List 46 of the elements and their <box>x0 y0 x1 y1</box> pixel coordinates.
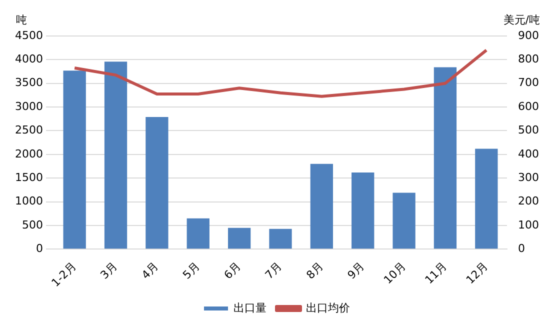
y-tick-label: 500 <box>22 218 43 232</box>
x-tick-label: 8月 <box>304 260 326 282</box>
x-tick-label: 6月 <box>222 260 244 282</box>
legend-label: 出口量 <box>234 301 266 314</box>
x-tick-label: 1-2月 <box>49 260 79 290</box>
bar <box>434 67 457 249</box>
x-tick-label: 3月 <box>98 260 120 282</box>
x-tick-label: 7月 <box>262 260 285 282</box>
y2-tick-label: 600 <box>518 100 540 113</box>
y-axis-title: 吨 <box>16 13 27 26</box>
bar <box>352 172 374 249</box>
bar <box>228 228 251 249</box>
bar <box>310 164 334 249</box>
y2-tick-label: 100 <box>518 218 540 232</box>
x-tick-label: 9月 <box>345 260 368 282</box>
y2-tick-label: 900 <box>518 28 540 42</box>
y-tick-label: 3000 <box>14 100 43 113</box>
y2-tick-label: 200 <box>518 194 540 208</box>
y2-tick-label: 700 <box>518 76 540 90</box>
bar <box>269 228 292 249</box>
legend-label: 出口均价 <box>306 301 350 314</box>
y2-tick-label: 500 <box>518 124 540 137</box>
y-tick-label: 2500 <box>14 124 43 137</box>
x-tick-label: 4月 <box>139 260 162 282</box>
y2-tick-label: 800 <box>518 52 540 66</box>
y-tick-label: 4500 <box>14 28 43 42</box>
y2-tick-label: 300 <box>518 170 540 184</box>
bar <box>475 148 498 249</box>
y2-tick-label: 400 <box>518 147 540 160</box>
bar <box>104 62 128 249</box>
bar <box>63 70 86 249</box>
y-tick-label: 1000 <box>14 194 43 208</box>
x-tick-label: 11月 <box>422 260 450 287</box>
y2-axis-title: 美元/吨 <box>503 13 540 26</box>
x-tick-label: 12月 <box>464 260 491 287</box>
y2-tick-label: 0 <box>518 242 526 256</box>
y-tick-label: 1500 <box>14 170 43 184</box>
bar <box>186 218 210 249</box>
x-tick-label: 10月 <box>381 260 408 287</box>
y-tick-label: 0 <box>36 242 43 256</box>
bar <box>392 192 416 249</box>
bar <box>146 117 168 249</box>
y-tick-label: 4000 <box>14 52 43 66</box>
y-tick-label: 3500 <box>14 76 43 90</box>
y-tick-label: 2000 <box>14 147 43 160</box>
x-tick-label: 5月 <box>180 260 202 282</box>
